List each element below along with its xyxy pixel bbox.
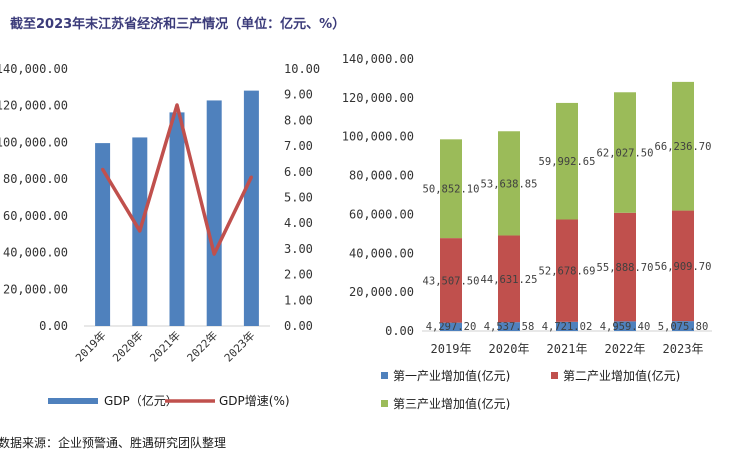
x-tick-label: 2023年 xyxy=(221,328,257,364)
legend-gdp-swatch xyxy=(48,398,98,404)
tertiary-industry-bar xyxy=(498,131,520,236)
secondary-value-label: 52,678.69 xyxy=(539,266,596,278)
primary-industry-bar xyxy=(440,322,462,331)
y-left-tick-label: 140,000.00 xyxy=(0,62,68,76)
x-tick-label: 2019年 xyxy=(431,342,472,356)
primary-industry-bar xyxy=(672,321,694,331)
tertiary-value-label: 62,027.50 xyxy=(597,148,654,160)
tertiary-industry-bar xyxy=(672,81,694,211)
legend-growth-label: GDP增速(%) xyxy=(219,394,290,408)
y-right-tick-label: 5.00 xyxy=(284,191,313,205)
y-right-tick-label: 3.00 xyxy=(284,242,313,256)
y-right-tick-label: 9.00 xyxy=(284,88,313,102)
secondary-industry-bar xyxy=(498,235,520,323)
gdp-bar xyxy=(169,112,185,326)
legend-primary-label: 第一产业增加值(亿元) xyxy=(393,368,510,383)
tertiary-industry-bar xyxy=(614,92,636,213)
primary-industry-bar xyxy=(556,321,578,331)
y-right-tick-label: 4.00 xyxy=(284,216,313,230)
legend-tertiary-swatch xyxy=(381,400,388,407)
secondary-value-label: 56,909.70 xyxy=(655,261,712,273)
tertiary-value-label: 53,638.85 xyxy=(481,178,538,190)
x-tick-label: 2021年 xyxy=(147,328,183,364)
y-tick-label: 40,000.00 xyxy=(349,246,414,260)
gdp-bar xyxy=(95,143,111,326)
legend-secondary-label: 第二产业增加值(亿元) xyxy=(563,368,680,383)
y-left-tick-label: 40,000.00 xyxy=(3,246,68,260)
x-tick-label: 2023年 xyxy=(663,342,704,356)
x-tick-label: 2021年 xyxy=(547,342,588,356)
secondary-industry-bar xyxy=(614,212,636,322)
legend-tertiary-label: 第三产业增加值(亿元) xyxy=(393,396,510,411)
gdp-bar xyxy=(206,100,222,326)
gdp-bar xyxy=(243,90,259,327)
gdp-chart: 0.00 20,000.00 40,000.00 60,000.00 80,000.00… xyxy=(0,62,320,408)
y-tick-label: 20,000.00 xyxy=(349,285,414,299)
y-tick-label: 120,000.00 xyxy=(342,91,414,105)
y-right-tick-label: 1.00 xyxy=(284,293,313,307)
secondary-value-label: 44,631.25 xyxy=(481,274,538,286)
y-tick-label: 100,000.00 xyxy=(342,130,414,144)
legend-gdp-label: GDP（亿元） xyxy=(104,393,178,408)
primary-value-label: 4,297.20 xyxy=(426,321,477,333)
tertiary-industry-bar xyxy=(556,102,578,220)
secondary-value-label: 55,888.70 xyxy=(597,262,654,274)
chart-title: 截至2023年末江苏省经济和三产情况（单位：亿元、%） xyxy=(10,17,346,32)
y-tick-label: 80,000.00 xyxy=(349,169,414,183)
y-left-tick-label: 20,000.00 xyxy=(3,282,68,296)
legend-primary-swatch xyxy=(381,372,388,379)
primary-value-label: 4,721.02 xyxy=(542,321,593,333)
legend-secondary-swatch xyxy=(551,372,558,379)
y-right-tick-label: 6.00 xyxy=(284,165,313,179)
y-left-tick-label: 120,000.00 xyxy=(0,99,68,113)
industry-chart: 0.00 20,000.00 40,000.00 60,000.00 80,000.00… xyxy=(342,52,712,411)
growth-point xyxy=(212,252,216,256)
primary-industry-bar xyxy=(614,321,636,331)
y-left-tick-label: 0.00 xyxy=(39,319,68,333)
secondary-value-label: 43,507.50 xyxy=(423,275,480,287)
primary-industry-bar xyxy=(498,322,520,331)
primary-value-label: 5,075.80 xyxy=(658,321,709,333)
x-tick-label: 2020年 xyxy=(489,342,530,356)
y-tick-label: 140,000.00 xyxy=(342,52,414,66)
y-right-tick-label: 2.00 xyxy=(284,268,313,282)
tertiary-industry-bar xyxy=(440,139,462,239)
tertiary-value-label: 66,236.70 xyxy=(655,141,712,153)
x-tick-label: 2019年 xyxy=(72,328,108,364)
x-tick-label: 2020年 xyxy=(110,328,146,364)
primary-value-label: 4,537.58 xyxy=(484,321,535,333)
y-left-tick-label: 80,000.00 xyxy=(3,172,68,186)
y-right-tick-label: 8.00 xyxy=(284,113,313,127)
primary-value-label: 4,959.40 xyxy=(600,321,651,333)
x-tick-label: 2022年 xyxy=(605,342,646,356)
y-right-tick-label: 10.00 xyxy=(284,62,320,76)
tertiary-value-label: 59,992.65 xyxy=(539,156,596,168)
x-tick-label: 2022年 xyxy=(184,328,220,364)
growth-point xyxy=(101,167,105,171)
growth-point xyxy=(175,103,179,107)
data-source-note: 数据来源：企业预警通、胜遇研究团队整理 xyxy=(0,436,227,450)
y-right-tick-label: 7.00 xyxy=(284,139,313,153)
growth-point xyxy=(249,175,253,179)
y-left-tick-label: 60,000.00 xyxy=(3,209,68,223)
secondary-industry-bar xyxy=(556,219,578,322)
secondary-industry-bar xyxy=(672,210,694,322)
y-left-tick-label: 100,000.00 xyxy=(0,135,68,149)
y-tick-label: 60,000.00 xyxy=(349,207,414,221)
y-tick-label: 0.00 xyxy=(385,324,414,338)
tertiary-value-label: 50,852.10 xyxy=(423,184,480,196)
growth-point xyxy=(138,229,142,233)
y-right-tick-label: 0.00 xyxy=(284,319,313,333)
secondary-industry-bar xyxy=(440,238,462,323)
